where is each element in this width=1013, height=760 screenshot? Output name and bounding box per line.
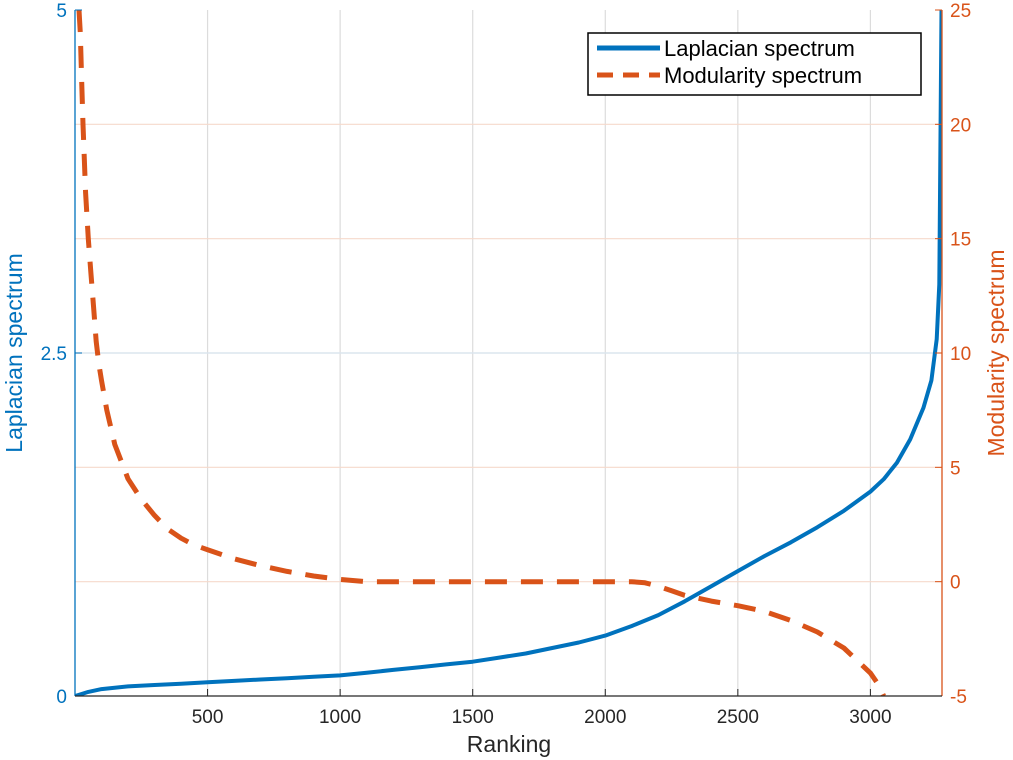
x-tick-label-1: 1000 xyxy=(319,707,361,728)
tick-labels: 500 1000 1500 2000 2500 3000 -5 0 5 10 15 20 25 0 2.5 5 xyxy=(41,1,972,728)
x-axis-title: Ranking xyxy=(467,731,551,757)
series-layer xyxy=(75,10,942,696)
y-right-tick-label-1: 0 xyxy=(950,573,961,594)
series-line-1 xyxy=(76,10,886,696)
y-right-tick-label-3: 10 xyxy=(950,344,971,365)
x-tick-label-4: 2500 xyxy=(717,707,759,728)
y-right-tick-label-4: 15 xyxy=(950,230,971,251)
y-right-tick-label-0: -5 xyxy=(950,687,967,708)
y-axis-left-title: Laplacian spectrum xyxy=(1,253,27,452)
x-tick-label-0: 500 xyxy=(192,707,224,728)
y-left-tick-label-0: 0 xyxy=(56,687,67,708)
legend-label-modularity: Modularity spectrum xyxy=(664,63,862,88)
y-axis-right-title: Modularity spectrum xyxy=(983,249,1009,456)
legend-label-laplacian: Laplacian spectrum xyxy=(664,36,855,61)
y-right-tick-label-2: 5 xyxy=(950,458,961,479)
y-right-tick-label-5: 20 xyxy=(950,115,971,136)
axes xyxy=(74,9,943,697)
x-tick-label-3: 2000 xyxy=(584,707,626,728)
x-tick-label-2: 1500 xyxy=(452,707,494,728)
y-left-tick-label-2: 5 xyxy=(56,1,67,22)
legend: Laplacian spectrum Modularity spectrum xyxy=(587,32,922,96)
series-line-0 xyxy=(75,10,942,696)
x-tick-label-5: 3000 xyxy=(849,707,891,728)
legend-box xyxy=(587,32,922,96)
y-left-tick-label-1: 2.5 xyxy=(41,344,67,365)
y-right-tick-label-6: 25 xyxy=(950,1,971,22)
grid-lines xyxy=(75,10,942,696)
